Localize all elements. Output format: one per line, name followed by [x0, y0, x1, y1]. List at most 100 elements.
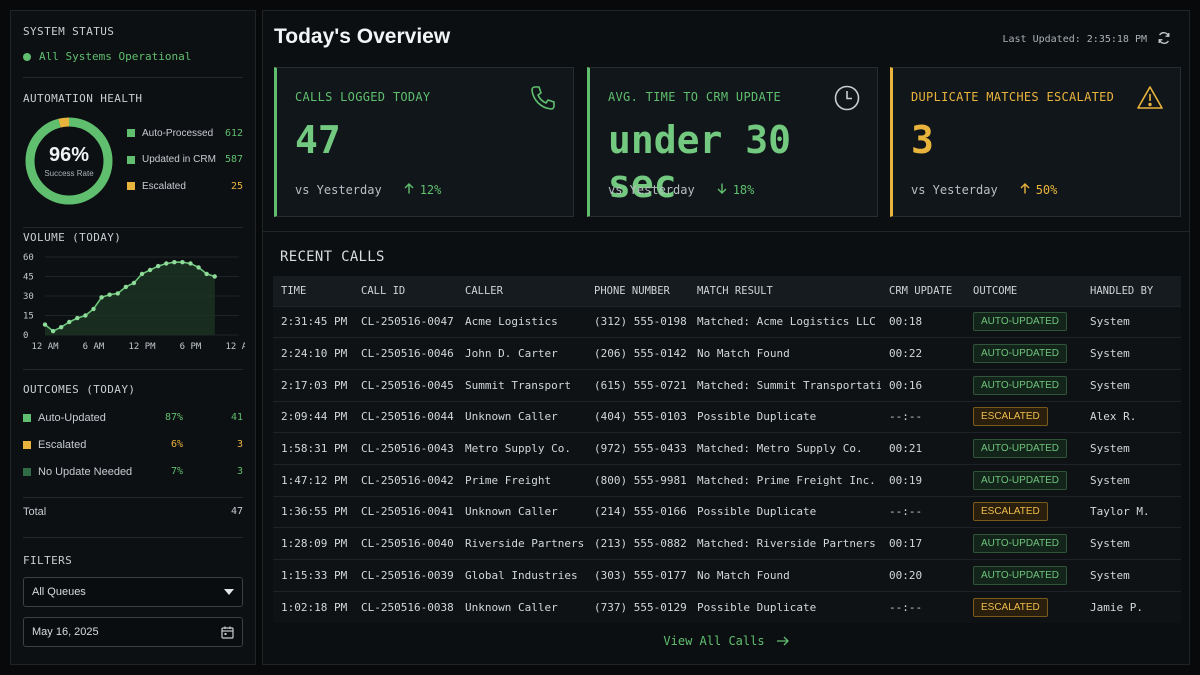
table-row[interactable]: 1:02:18 PM CL-250516-0038 Unknown Caller (7…: [273, 590, 1181, 623]
cell-handled-by: System: [1082, 527, 1181, 560]
success-rate-donut: [25, 117, 113, 205]
volume-point: [196, 265, 201, 270]
outcome-label: No Update Needed: [38, 465, 133, 478]
outcome-row: No Update Needed 7% 3: [23, 458, 243, 485]
queue-select[interactable]: All Queues: [23, 577, 243, 607]
arrow-down-icon: [717, 183, 727, 197]
x-tick-label: 12 PM: [128, 342, 156, 351]
cell-caller: Unknown Caller: [457, 400, 586, 433]
view-all-calls-link[interactable]: View All Calls: [263, 634, 1189, 648]
cell-time: 2:31:45 PM: [273, 305, 353, 338]
cell-crm-update: 00:21: [881, 432, 965, 465]
table-body: 2:31:45 PM CL-250516-0047 Acme Logistics (3…: [273, 305, 1181, 623]
table-row[interactable]: 2:17:03 PM CL-250516-0045 Summit Transport…: [273, 368, 1181, 402]
table-row[interactable]: 2:31:45 PM CL-250516-0047 Acme Logistics (3…: [273, 305, 1181, 338]
warning-icon: [1136, 84, 1164, 112]
cell-outcome: AUTO-UPDATED: [965, 305, 1082, 338]
card-comparison: vs Yesterday 12%: [295, 183, 441, 197]
volume-point: [75, 315, 80, 321]
table-row[interactable]: 1:58:31 PM CL-250516-0043 Metro Supply Co.…: [273, 432, 1181, 465]
outcomes-section: OUTCOMES (TODAY) Auto-Updated 87% 41 Escala…: [23, 383, 243, 485]
card-vs-label: vs Yesterday: [295, 183, 382, 197]
table-row[interactable]: 1:36:55 PM CL-250516-0041 Unknown Caller (2…: [273, 495, 1181, 528]
card-change: 18%: [717, 183, 754, 197]
column-header: MATCH RESULT: [697, 284, 773, 297]
volume-point: [42, 322, 48, 327]
outcomes-total: Total 47: [23, 506, 243, 518]
card-label: DUPLICATE MATCHES ESCALATED: [911, 90, 1115, 104]
cell-time: 1:58:31 PM: [273, 432, 353, 465]
cell-outcome: ESCALATED: [965, 400, 1082, 433]
y-tick-label: 30: [23, 292, 34, 302]
filters-section: FILTERS All Queues May 16, 2025: [23, 554, 243, 647]
table-row[interactable]: 1:28:09 PM CL-250516-0040 Riverside Partne…: [273, 527, 1181, 560]
arrow-right-icon[interactable]: [776, 636, 789, 646]
legend-value: 25: [230, 180, 243, 192]
cell-outcome: AUTO-UPDATED: [965, 368, 1082, 402]
card-label: AVG. TIME TO CRM UPDATE: [608, 90, 782, 104]
cell-call-id: CL-250516-0040: [353, 527, 457, 560]
cell-time: 1:47:12 PM: [273, 463, 353, 497]
view-all-label[interactable]: View All Calls: [663, 634, 765, 648]
cell-match-result: Possible Duplicate: [689, 400, 881, 433]
arrow-up-icon: [404, 183, 414, 197]
x-tick-label: 6 PM: [180, 342, 202, 351]
card-label: CALLS LOGGED TODAY: [295, 90, 431, 104]
table-row[interactable]: 2:09:44 PM CL-250516-0044 Unknown Caller (4…: [273, 400, 1181, 433]
chevron-down-icon[interactable]: [224, 589, 234, 595]
calendar-icon[interactable]: [221, 626, 234, 639]
outcome-count: 3: [236, 466, 243, 477]
duplicate-escalated-card: DUPLICATE MATCHES ESCALATED 3 vs Yesterd…: [890, 67, 1181, 217]
card-value: 47: [295, 118, 341, 162]
arrow-up-icon: [1020, 183, 1030, 197]
table-header-row: TIME CALL ID CALLER PHONE NUMBER MATCH RESUL…: [273, 276, 1181, 306]
volume-point: [58, 325, 64, 330]
table-row[interactable]: 1:15:33 PM CL-250516-0039 Global Industrie…: [273, 559, 1181, 592]
date-picker[interactable]: May 16, 2025: [23, 617, 243, 647]
cell-handled-by: System: [1082, 432, 1181, 465]
cell-match-result: Matched: Summit Transportation: [689, 368, 881, 402]
cell-caller: Prime Freight: [457, 463, 586, 497]
column-header: CALL ID: [361, 284, 406, 297]
volume-point: [204, 271, 209, 277]
cell-outcome: AUTO-UPDATED: [965, 463, 1082, 497]
cell-crm-update: --:--: [881, 495, 965, 528]
cell-crm-update: 00:17: [881, 527, 965, 560]
table-row[interactable]: 2:24:10 PM CL-250516-0046 John D. Carter (2…: [273, 337, 1181, 370]
cell-outcome: AUTO-UPDATED: [965, 337, 1082, 370]
legend-value: 587: [224, 154, 243, 166]
outcome-badge: ESCALATED: [973, 502, 1048, 522]
total-count: 47: [230, 506, 243, 517]
cell-match-result: Matched: Acme Logistics LLC: [689, 305, 881, 338]
divider: [23, 537, 243, 538]
cell-time: 1:15:33 PM: [273, 559, 353, 592]
recent-calls-title: RECENT CALLS: [280, 249, 385, 265]
sidebar: SYSTEM STATUS All Systems Operational AU…: [10, 10, 256, 665]
cell-crm-update: --:--: [881, 400, 965, 433]
cell-handled-by: System: [1082, 368, 1181, 402]
cell-phone: (404) 555-0103: [586, 400, 689, 433]
outcome-pct: 7%: [170, 466, 183, 477]
cell-call-id: CL-250516-0046: [353, 337, 457, 370]
cell-call-id: CL-250516-0045: [353, 368, 457, 402]
outcome-badge: AUTO-UPDATED: [973, 375, 1067, 395]
cell-caller: Metro Supply Co.: [457, 432, 586, 465]
cell-handled-by: System: [1082, 559, 1181, 592]
system-status-section: SYSTEM STATUS All Systems Operational: [23, 25, 243, 63]
cell-phone: (303) 555-0177: [586, 559, 689, 592]
column-header: PHONE NUMBER: [594, 284, 670, 297]
column-header: CALLER: [465, 284, 503, 297]
refresh-icon[interactable]: [1157, 31, 1171, 48]
cell-handled-by: System: [1082, 337, 1181, 370]
volume-point: [212, 274, 217, 279]
volume-point: [188, 261, 193, 266]
cell-outcome: AUTO-UPDATED: [965, 559, 1082, 592]
legend-value: 612: [224, 127, 243, 139]
cell-crm-update: 00:16: [881, 368, 965, 402]
volume-point: [91, 306, 96, 312]
divider: [23, 77, 243, 78]
table-row[interactable]: 1:47:12 PM CL-250516-0042 Prime Freight (80…: [273, 463, 1181, 497]
cell-phone: (206) 555-0142: [586, 337, 689, 370]
queue-select-value: All Queues: [32, 586, 86, 598]
cell-phone: (214) 555-0166: [586, 495, 689, 528]
